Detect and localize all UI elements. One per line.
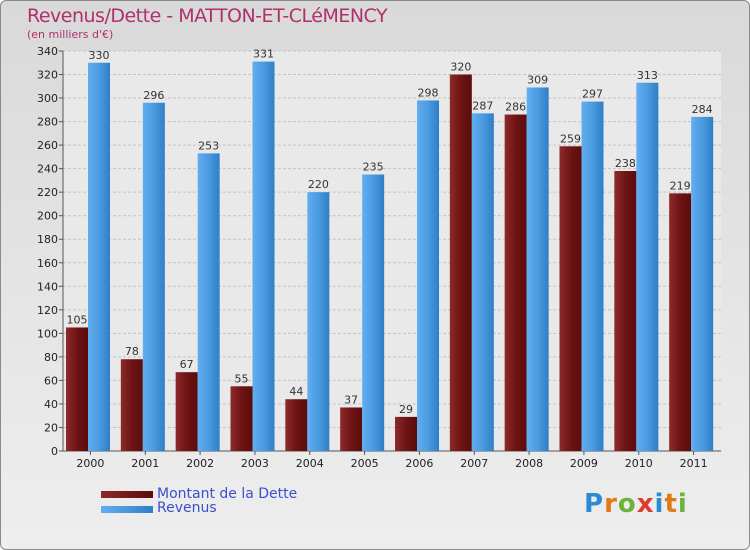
bar-revenue-2000 — [88, 62, 110, 451]
bar-revenue-2007 — [471, 113, 494, 452]
logo-letter: r — [604, 489, 618, 519]
y-tick-label-180: 180 — [37, 233, 58, 246]
bar-revenue-2006 — [417, 100, 439, 451]
value-label-revenue-2010: 313 — [637, 69, 658, 82]
value-label-revenue-2004: 220 — [308, 178, 329, 191]
value-label-revenue-2002: 253 — [198, 139, 219, 152]
y-tick-label-0: 0 — [51, 445, 58, 458]
y-tick-label-160: 160 — [37, 257, 58, 270]
x-tick-label-2004: 2004 — [296, 457, 324, 470]
chart-subtitle: (en milliers d'€) — [27, 28, 114, 41]
logo-letter: P — [584, 489, 605, 519]
legend-label-revenue: Revenus — [157, 500, 217, 516]
grid-layer — [63, 50, 721, 452]
y-tick-label-80: 80 — [44, 351, 58, 364]
x-tick-label-2000: 2000 — [76, 457, 104, 470]
y-tick-label-320: 320 — [37, 69, 58, 82]
value-label-debt-2007: 320 — [450, 61, 471, 74]
bar-revenue-2002 — [197, 153, 220, 451]
value-label-debt-2002: 67 — [180, 358, 194, 371]
bar-debt-2000 — [66, 327, 88, 451]
chart-title: Revenus/Dette - MATTON-ET-CLéMENCY — [27, 5, 388, 27]
bar-revenue-2011 — [691, 116, 714, 451]
value-label-debt-2009: 259 — [560, 132, 581, 145]
bar-debt-2002 — [175, 372, 198, 451]
value-label-revenue-2003: 331 — [253, 48, 274, 61]
legend-label-debt: Montant de la Dette — [157, 486, 298, 502]
value-label-revenue-2005: 235 — [363, 161, 384, 174]
x-tick-label-2003: 2003 — [241, 457, 269, 470]
bar-revenue-2003 — [252, 61, 275, 452]
y-tick-label-240: 240 — [37, 163, 58, 176]
value-label-debt-2000: 105 — [67, 313, 88, 326]
value-label-revenue-2000: 330 — [89, 49, 110, 62]
bar-debt-2010 — [614, 171, 637, 451]
bar-debt-2007 — [449, 74, 472, 451]
bar-debt-2004 — [285, 399, 308, 451]
value-label-debt-2003: 55 — [235, 372, 249, 385]
logo-letter: t — [664, 489, 678, 519]
bar-revenue-2005 — [362, 174, 385, 451]
bar-debt-2001 — [120, 359, 143, 451]
bar-debt-2006 — [395, 416, 417, 451]
y-tick-label-120: 120 — [37, 304, 58, 317]
y-tick-label-60: 60 — [44, 374, 58, 387]
x-tick-label-2007: 2007 — [460, 457, 488, 470]
bar-revenue-2010 — [636, 82, 659, 451]
bar-debt-2008 — [504, 114, 527, 451]
y-tick-label-140: 140 — [37, 280, 58, 293]
bar-revenue-2009 — [581, 101, 604, 452]
x-tick-label-2002: 2002 — [186, 457, 214, 470]
value-label-debt-2001: 78 — [125, 345, 139, 358]
y-tick-label-40: 40 — [44, 398, 58, 411]
logo-letter: o — [617, 489, 637, 519]
y-tick-label-20: 20 — [44, 421, 58, 434]
legend-swatch-debt — [101, 491, 153, 498]
value-label-debt-2005: 37 — [344, 393, 358, 406]
x-tick-label-2009: 2009 — [570, 457, 598, 470]
value-label-debt-2011: 219 — [670, 179, 691, 192]
bar-revenue-2001 — [142, 102, 165, 451]
legend-swatch-revenue — [101, 506, 153, 513]
y-tick-label-100: 100 — [37, 327, 58, 340]
value-label-revenue-2011: 284 — [692, 103, 713, 116]
y-tick-label-220: 220 — [37, 186, 58, 199]
label-layer: 105 330 2000 78 296 2001 67 253 2002 55 331 2003 44 2… — [67, 48, 713, 470]
value-label-revenue-2007: 287 — [472, 99, 493, 112]
value-label-revenue-2001: 296 — [143, 89, 164, 102]
logo-letter: i — [677, 489, 688, 519]
bar-debt-2005 — [340, 407, 363, 451]
axis-layer: 0 20 40 60 80 100 120 140 160 180 200 220 240 260 280 3… — [37, 45, 721, 458]
x-tick-label-2006: 2006 — [405, 457, 433, 470]
bar-debt-2009 — [559, 146, 582, 451]
y-tick-label-340: 340 — [37, 45, 58, 58]
bar-debt-2003 — [230, 386, 253, 451]
logo-letter: i — [654, 489, 665, 519]
value-label-revenue-2008: 309 — [527, 73, 548, 86]
x-tick-label-2010: 2010 — [625, 457, 653, 470]
y-tick-label-200: 200 — [37, 210, 58, 223]
bar-layer — [66, 61, 714, 452]
y-tick-label-260: 260 — [37, 139, 58, 152]
y-tick-label-280: 280 — [37, 116, 58, 129]
value-label-debt-2006: 29 — [399, 403, 413, 416]
proxiti-logo: Proxiti — [584, 489, 688, 519]
value-label-revenue-2006: 298 — [418, 86, 439, 99]
x-tick-label-2001: 2001 — [131, 457, 159, 470]
value-label-debt-2008: 286 — [505, 101, 526, 114]
value-label-debt-2004: 44 — [289, 385, 303, 398]
x-tick-label-2005: 2005 — [351, 457, 379, 470]
plot-background — [63, 51, 721, 451]
x-tick-label-2011: 2011 — [680, 457, 708, 470]
x-tick-label-2008: 2008 — [515, 457, 543, 470]
value-label-revenue-2009: 297 — [582, 88, 603, 101]
bar-revenue-2004 — [307, 192, 330, 452]
y-tick-label-300: 300 — [37, 92, 58, 105]
bar-debt-2011 — [669, 193, 692, 451]
value-label-debt-2010: 238 — [615, 157, 636, 170]
logo-letter: x — [636, 489, 655, 519]
bar-revenue-2008 — [526, 87, 549, 452]
